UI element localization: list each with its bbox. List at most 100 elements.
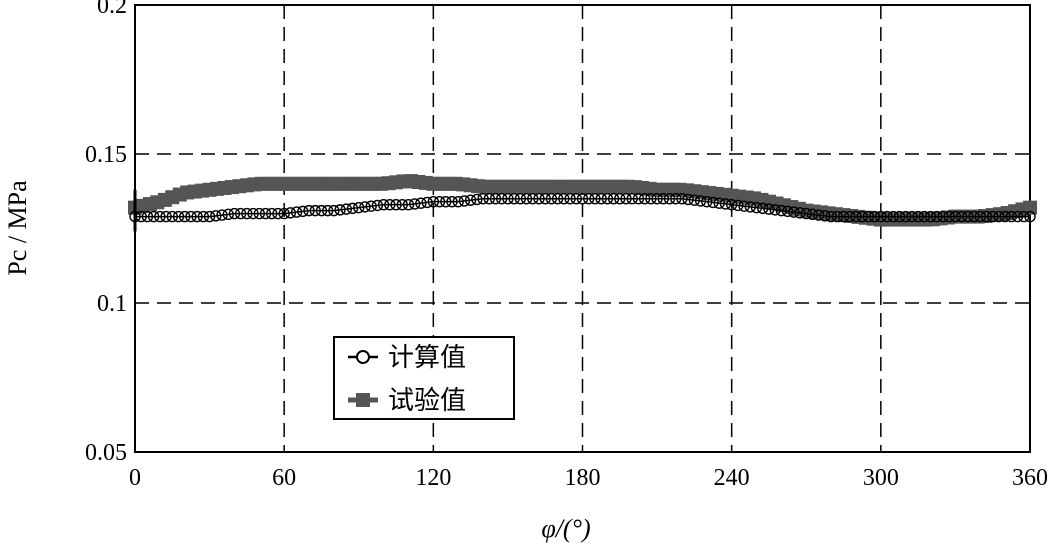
legend-label-experimental: 试验值: [388, 386, 466, 416]
data-point-calculated: [651, 192, 663, 205]
data-point-calculated: [496, 192, 508, 205]
y-axis-label: Pc / MPa: [3, 180, 32, 276]
series-calculated: [129, 192, 1036, 223]
data-point-calculated: [241, 207, 253, 220]
data-point-calculated: [371, 199, 384, 212]
data-point-calculated: [825, 210, 837, 223]
legend-label-calculated: 计算值: [388, 343, 466, 373]
data-point-calculated: [340, 203, 353, 215]
data-point-calculated: [632, 192, 645, 205]
data-point-calculated: [458, 195, 471, 207]
y-tick-label: 0.15: [85, 142, 127, 168]
data-point-calculated: [222, 208, 234, 221]
data-point-calculated: [993, 210, 1005, 223]
x-tick-label: 300: [863, 465, 899, 491]
data-point-calculated: [781, 205, 794, 218]
legend-marker-circle-icon: [356, 350, 370, 364]
data-point-calculated: [638, 192, 651, 205]
data-point-calculated: [607, 192, 620, 205]
data-point-calculated: [589, 192, 601, 205]
data-point-calculated: [408, 198, 421, 210]
data-point-calculated: [862, 210, 875, 223]
data-point-calculated: [141, 210, 154, 223]
x-tick-label: 240: [714, 465, 750, 491]
data-point-calculated: [384, 198, 396, 211]
data-point-calculated: [290, 206, 303, 218]
data-point-calculated: [757, 202, 769, 215]
data-point-calculated: [210, 210, 222, 222]
data-point-calculated: [359, 201, 371, 213]
data-point-calculated: [576, 192, 589, 205]
data-point-calculated: [203, 210, 216, 223]
data-point-calculated: [893, 210, 906, 223]
data-point-calculated: [396, 198, 408, 211]
data-point-calculated: [191, 210, 203, 223]
data-point-calculated: [881, 210, 893, 223]
data-point-calculated: [551, 192, 564, 205]
data-point-calculated: [912, 210, 924, 223]
data-point-calculated: [906, 210, 918, 223]
x-tick-label: 360: [1012, 465, 1048, 491]
data-point-calculated: [427, 195, 440, 208]
data-point-calculated: [247, 207, 259, 220]
data-point-calculated: [527, 192, 539, 205]
data-point-calculated: [154, 210, 166, 223]
data-point-calculated: [688, 194, 701, 206]
data-point-calculated: [713, 197, 725, 209]
data-point-calculated: [179, 210, 191, 223]
data-point-calculated: [670, 192, 682, 205]
data-point-calculated: [614, 192, 626, 205]
data-point-calculated: [216, 209, 228, 221]
data-point-experimental: [1023, 200, 1037, 215]
y-tick-label: 0.1: [97, 291, 127, 317]
data-point-calculated: [744, 201, 757, 213]
data-point-calculated: [931, 210, 943, 223]
legend: 计算值 试验值: [333, 336, 515, 420]
data-point-calculated: [334, 204, 346, 216]
data-point-calculated: [987, 210, 999, 223]
data-point-calculated: [421, 196, 433, 209]
data-point-calculated: [999, 210, 1011, 223]
data-point-calculated: [1018, 210, 1030, 223]
data-point-calculated: [228, 207, 241, 220]
x-tick-label: 120: [415, 465, 451, 491]
data-point-calculated: [446, 195, 458, 208]
data-point-calculated: [856, 210, 868, 223]
data-point-calculated: [775, 204, 788, 217]
data-point-calculated: [980, 210, 993, 223]
data-point-calculated: [837, 210, 850, 223]
data-point-calculated: [850, 210, 862, 223]
data-point-calculated: [477, 192, 489, 205]
data-point-calculated: [812, 209, 825, 221]
data-point-calculated: [676, 192, 688, 205]
data-point-calculated: [390, 198, 402, 211]
data-point-calculated: [682, 193, 694, 206]
data-point-calculated: [309, 204, 321, 217]
data-point-calculated: [464, 194, 477, 206]
data-point-calculated: [626, 192, 638, 205]
data-point-calculated: [297, 205, 309, 218]
data-point-calculated: [788, 206, 800, 218]
data-point-calculated: [750, 201, 763, 214]
data-point-calculated: [694, 195, 707, 207]
data-point-calculated: [1005, 210, 1018, 223]
data-point-calculated: [831, 210, 844, 223]
x-tick-label: 0: [129, 465, 141, 491]
series-layer: [128, 174, 1037, 232]
y-tick-label: 0.05: [85, 440, 127, 466]
data-point-calculated: [514, 192, 527, 205]
data-point-calculated: [440, 195, 452, 208]
x-axis-label: φ/(°): [541, 514, 590, 543]
data-point-calculated: [402, 198, 415, 211]
data-point-calculated: [272, 207, 284, 220]
data-point-calculated: [868, 210, 881, 223]
data-point-calculated: [962, 210, 974, 223]
data-point-calculated: [520, 192, 533, 205]
data-point-calculated: [1011, 210, 1024, 223]
legend-marker-square-icon: [356, 393, 370, 407]
data-point-calculated: [539, 192, 551, 205]
legend-item-experimental: 试验值: [348, 386, 466, 416]
data-point-calculated: [278, 207, 290, 220]
data-point-calculated: [701, 195, 713, 208]
